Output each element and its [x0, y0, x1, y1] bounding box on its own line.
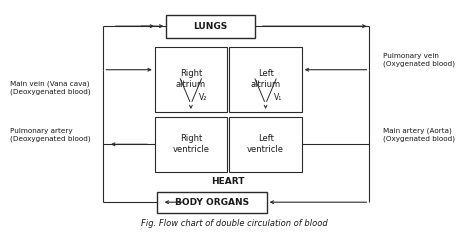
Text: V₁: V₁	[274, 93, 282, 102]
Text: Right
altrium: Right altrium	[176, 69, 206, 89]
Bar	[229, 47, 302, 112]
Text: V₂: V₂	[199, 93, 208, 102]
Text: Fig. Flow chart of double circulation of blood: Fig. Flow chart of double circulation of…	[141, 219, 328, 228]
Bar	[155, 47, 227, 112]
Text: Left
altrium: Left altrium	[250, 69, 281, 89]
Text: Main artery (Aorta)
(Oxygenated blood): Main artery (Aorta) (Oxygenated blood)	[383, 128, 456, 142]
Text: LUNGS: LUNGS	[193, 22, 228, 31]
Bar	[166, 15, 255, 38]
Text: Left
ventricle: Left ventricle	[247, 134, 284, 154]
Bar	[157, 192, 267, 213]
Text: Right
ventricle: Right ventricle	[173, 134, 210, 154]
Text: BODY ORGANS: BODY ORGANS	[175, 198, 249, 207]
Text: Pulmonary artery
(Deoxygenated blood): Pulmonary artery (Deoxygenated blood)	[10, 128, 91, 142]
Bar	[229, 116, 302, 172]
Bar	[155, 116, 227, 172]
Text: Main vein (Vana cava)
(Deoxygenated blood): Main vein (Vana cava) (Deoxygenated bloo…	[10, 81, 91, 96]
Text: HEART: HEART	[211, 177, 245, 186]
Text: Pulmonary vein
(Oxygenated blood): Pulmonary vein (Oxygenated blood)	[383, 53, 456, 67]
